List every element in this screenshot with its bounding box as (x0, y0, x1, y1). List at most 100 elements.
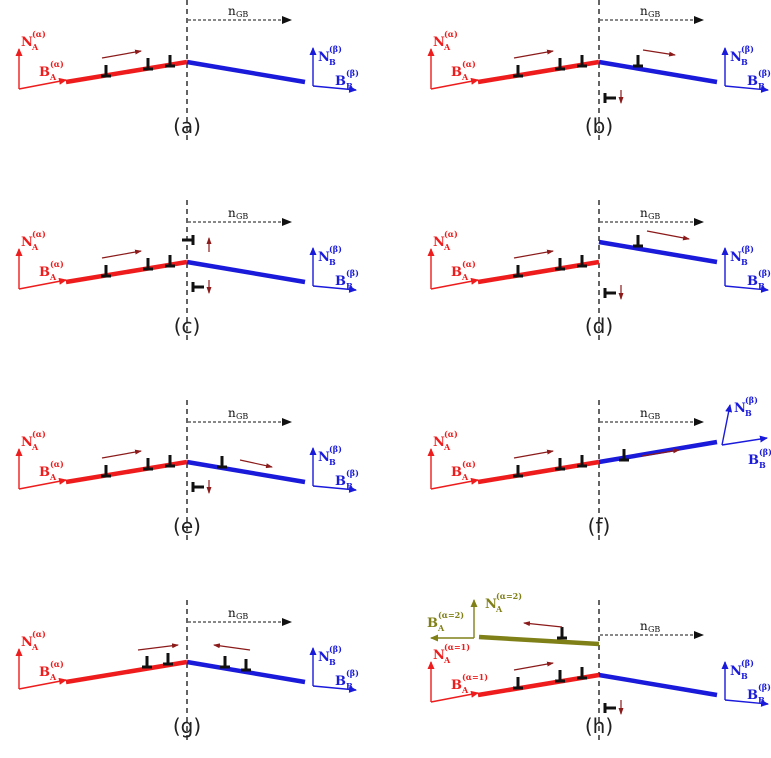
glide-arrow (513, 249, 554, 259)
label-b-a-main: B (39, 465, 50, 480)
glide-arrow (642, 49, 676, 57)
dislocation-symbol (633, 235, 643, 248)
grain-b-slip-trace (186, 59, 306, 85)
n-gb-sub: GB (648, 10, 660, 19)
dislocation-symbol (241, 659, 251, 672)
label-b-b-sub: B (346, 281, 353, 291)
grain-b-slip-trace (598, 239, 718, 265)
n-gb-label: n (640, 4, 648, 18)
grain-a-boundary-axis (430, 477, 479, 490)
label-n-a-sub: A (443, 242, 451, 252)
label-n-b-main: N (730, 250, 742, 265)
n-gb-sub: GB (236, 612, 248, 621)
label-b-a2-main: B (427, 616, 438, 631)
label-n-b-sub: B (329, 657, 336, 667)
dislocation-symbol (513, 265, 523, 278)
label-n-b-sup: (β) (329, 44, 342, 54)
glide-arrow (101, 449, 142, 459)
panel-g: (g)n GBN A(α)B A(α) N B(β)B B(β) (15, 600, 359, 740)
glide-arrow (101, 49, 142, 59)
label-b-b: B B(β) (747, 682, 771, 705)
dislocation-symbol (619, 449, 629, 462)
label-b-a-main: B (39, 65, 50, 80)
label-n-a-sub: A (443, 42, 451, 52)
label-n-b: N B (β) (318, 644, 342, 667)
label-b-a-sub: A (461, 685, 469, 695)
panel-h: (h)n GBN B(β)B B(β)N A(α=2)B A(α=2)N A(α=1)B A(… (427, 591, 771, 740)
n-gb-sub: GB (236, 212, 248, 221)
dislocation-symbol (165, 255, 175, 268)
label-b-a: B A (α) (39, 259, 64, 282)
label-n-b: N B (β) (730, 658, 754, 681)
label-b-a-sup: (α) (50, 659, 64, 669)
label-n-b-sub: B (329, 257, 336, 267)
grain-b-boundary-axis (312, 485, 357, 493)
dislocation-symbol (513, 65, 523, 78)
grain-a-boundary-axis (18, 677, 67, 690)
label-b-b-sub: B (346, 681, 353, 691)
label-b-a: B A (α) (451, 459, 476, 482)
grain-b-slip-trace (598, 59, 718, 85)
grain-b-boundary-axis (312, 685, 357, 693)
panel-a: (a)n GBN A(α)B A(α) N B(β)B B(β) (15, 0, 359, 140)
label-n-b-sub: B (745, 408, 752, 418)
grain-a-boundary-axis (430, 690, 479, 703)
grain-b-slip-trace (186, 459, 306, 485)
label-b-a-sup: (α) (462, 59, 476, 69)
panel-caption: (e) (173, 514, 201, 538)
glide-arrow (513, 449, 554, 459)
n-gb-label: n (228, 606, 236, 620)
n-gb-sub: GB (648, 625, 660, 634)
dislocation-symbol (101, 465, 111, 478)
label-n-b-main: N (730, 664, 742, 679)
label-b-b: B B(β) (335, 468, 359, 491)
dislocation-symbol (577, 667, 587, 680)
label-b-b: B B(β) (748, 447, 771, 470)
label-b-b-sup: (β) (758, 268, 771, 278)
label-n-a: N A (α) (433, 229, 458, 252)
label-n-a-main: N (433, 235, 445, 250)
panel-caption: (a) (173, 114, 201, 138)
dislocation-symbol (555, 670, 565, 683)
label-n-a-main: N (433, 35, 445, 50)
label-n-b-main: N (318, 450, 330, 465)
label-b-b-sup: (β) (759, 447, 771, 457)
label-b-a: B A (α) (39, 659, 64, 682)
dislocation-symbol (633, 55, 643, 68)
label-n-a-sup: (α) (32, 429, 46, 439)
label-n-b: N B (β) (318, 444, 342, 467)
grain-a-boundary-axis (18, 77, 67, 90)
label-n-a-sup: (α) (444, 429, 458, 439)
n-gb-sub: GB (236, 10, 248, 19)
label-n-a: N A (α=1) (433, 642, 470, 665)
label-n-a: N A (α) (21, 629, 46, 652)
label-b-b-sub: B (758, 695, 765, 705)
label-n-a-main: N (21, 235, 33, 250)
label-b-b-sub: B (346, 81, 353, 91)
label-b-a-sub: A (49, 272, 57, 282)
label-b-a: B A (α) (451, 59, 476, 82)
label-n-b: N B (β) (730, 44, 754, 67)
grain-a2-slip-trace (478, 634, 600, 647)
label-b-a-main: B (451, 265, 462, 280)
label-b-a-sup: (α) (50, 59, 64, 69)
label-n-b: N B (β) (734, 395, 758, 418)
label-n-a-sup: (α) (444, 29, 458, 39)
label-b-a-sup: (α) (50, 459, 64, 469)
label-n-a-sup: (α) (444, 229, 458, 239)
label-b-a-sup: (α) (50, 259, 64, 269)
label-n-b-main: N (318, 250, 330, 265)
label-n-a: N A (α) (21, 429, 46, 452)
label-b-a: B A (α) (451, 259, 476, 282)
dislocation-symbol (603, 93, 616, 103)
label-n-a-sub: A (31, 242, 39, 252)
label-n-b-sup: (β) (329, 444, 342, 454)
label-n-b-sup: (β) (329, 644, 342, 654)
label-b-b-main: B (747, 688, 758, 703)
label-b-b-main: B (335, 274, 346, 289)
grain-a-boundary-axis (18, 477, 67, 490)
label-b-a-sub: A (49, 672, 57, 682)
dislocation-symbol (143, 58, 153, 71)
label-n-b-sub: B (741, 57, 748, 67)
label-n-b: N B (β) (318, 244, 342, 267)
